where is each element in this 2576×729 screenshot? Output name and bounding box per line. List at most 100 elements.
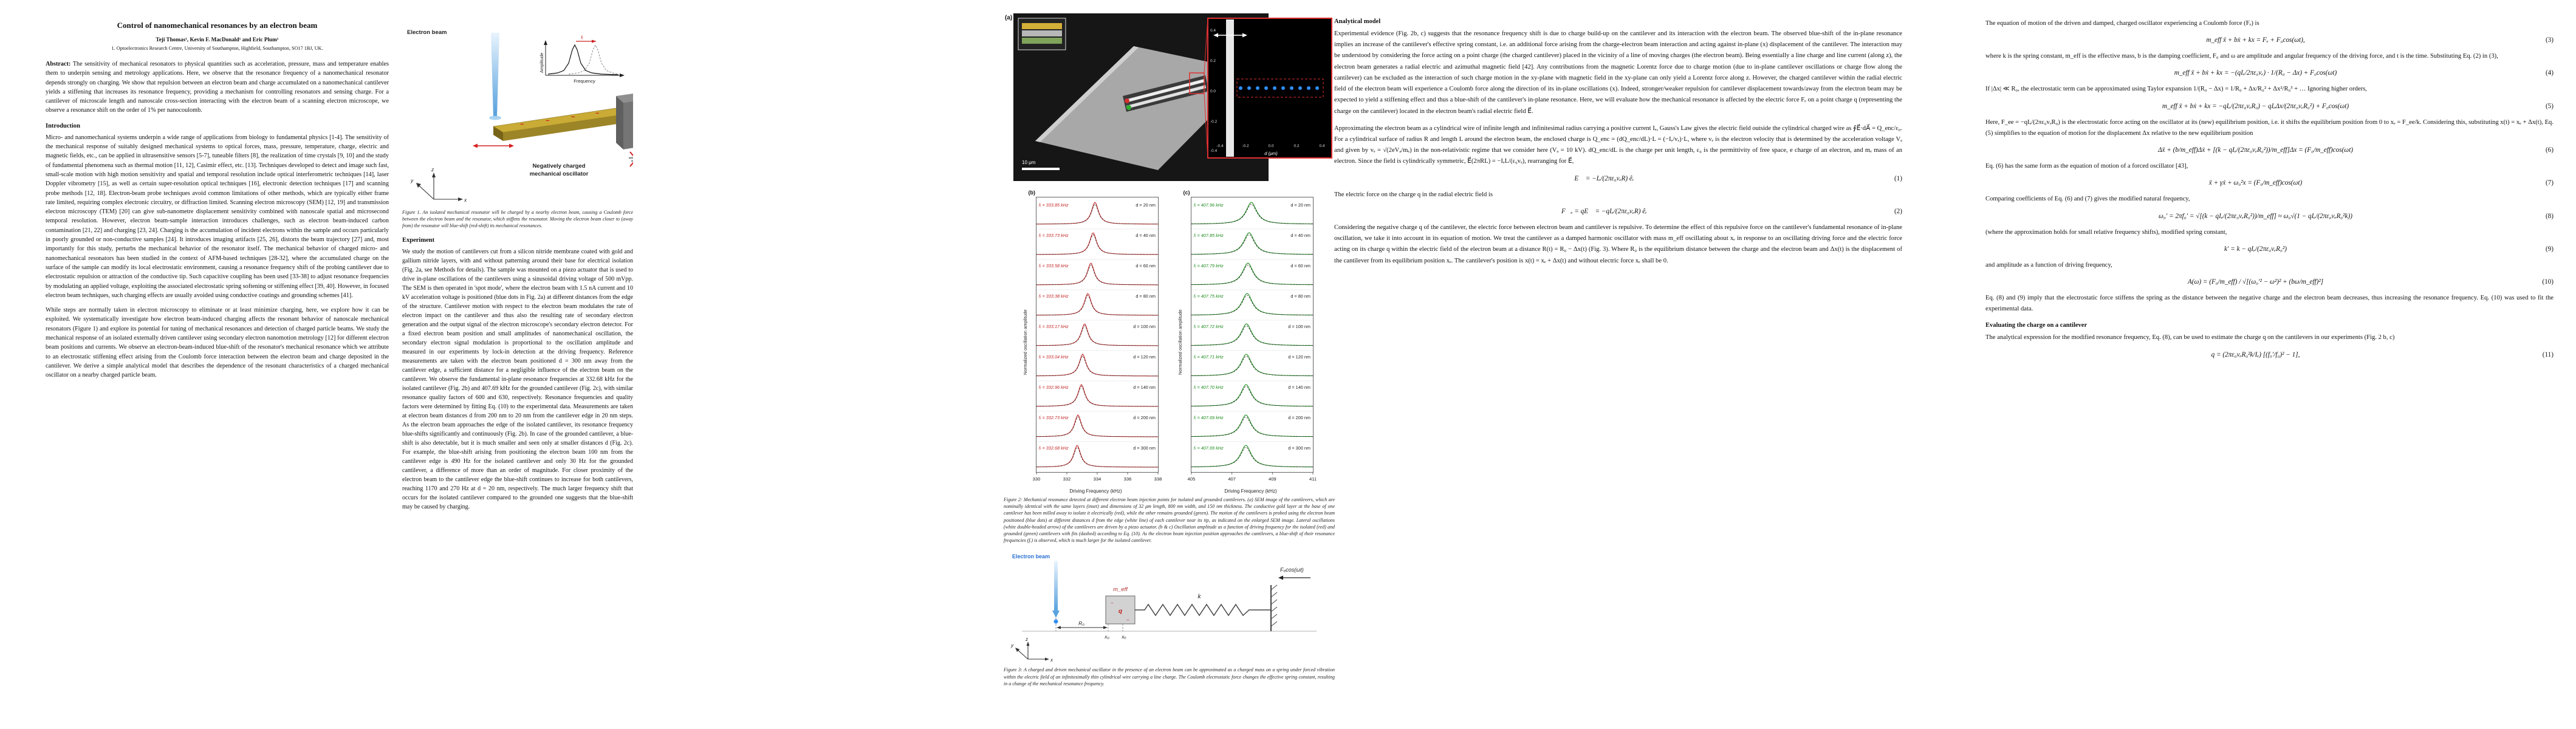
equation-11-number: (11) xyxy=(2542,351,2554,358)
equation-2: F⃗ₑ = qE⃗ = −qIₑ/(2πε₀vₑR) êᵣ (2) xyxy=(1334,208,1902,215)
negative-charges: − − − − xyxy=(520,110,599,128)
svg-text:d = 80 nm: d = 80 nm xyxy=(1290,293,1310,299)
x0-label: x₀ xyxy=(1104,634,1109,640)
equation-3: m_eff ẍ + bẋ + kx = Fₑ + F₀cos(ωt), (3) xyxy=(1985,36,2554,44)
figure1-illustration: Electron beam fᵣ Amplitude Frequency xyxy=(407,29,633,203)
svg-text:332: 332 xyxy=(1063,476,1070,482)
introduction-paragraph-1: Micro- and nanomechanical systems underp… xyxy=(46,134,389,299)
analytical-paragraph-2: Approximating the electron beam as a cyl… xyxy=(1334,125,1902,165)
panel-b: (b) Normalized oscillation amplitude fᵣ … xyxy=(1023,190,1162,494)
equation-10: A(ω) = (F₀/m_eff) / √[(ω₀′² − ω²)² + (bω… xyxy=(1985,278,2554,286)
introduction-paragraph-2: While steps are normally taken in electr… xyxy=(46,307,389,379)
svg-text:−: − xyxy=(546,117,549,125)
page-4: The equation of motion of the driven and… xyxy=(1985,18,2554,366)
svg-text:d = 120 nm: d = 120 nm xyxy=(1288,354,1310,360)
electron-beam xyxy=(491,33,499,117)
page-2: (a) 10 μm xyxy=(1004,11,1335,693)
svg-text:0.2: 0.2 xyxy=(1210,59,1216,63)
equation-1-body: E⃗ = −Iₑ/(2πε₀vₑR) êᵣ xyxy=(1574,174,1634,182)
scale-bar-label: 10 μm xyxy=(1022,160,1036,165)
svg-text:0.4: 0.4 xyxy=(1210,29,1216,33)
page1-right-column: Electron beam fᵣ Amplitude Frequency xyxy=(402,24,633,516)
svg-text:fᵣ = 407.96 kHz: fᵣ = 407.96 kHz xyxy=(1194,202,1224,208)
svg-text:d = 200 nm: d = 200 nm xyxy=(1288,415,1310,420)
figure2-panels-bc: (b) Normalized oscillation amplitude fᵣ … xyxy=(1004,190,1335,494)
minus-sign: − xyxy=(1111,600,1114,606)
resonance-curve xyxy=(547,44,619,75)
svg-text:fᵣ = 333.17 kHz: fᵣ = 333.17 kHz xyxy=(1039,324,1069,329)
oscillation-arrow-left xyxy=(473,143,478,148)
sem-zoom-inset: 0.4 0.2 0.0 -0.2 -0.4 -0.4 -0.2 0.0 0.2 … xyxy=(1207,18,1332,159)
spectra-grounded: fᵣ = 407.96 kHz d = 20 nm fᵣ = 407.85 kHz d… xyxy=(1187,197,1317,482)
page4-paragraph-10: The analytical expression for the modifi… xyxy=(1985,334,2395,341)
equation-7-body: ẍ + γẋ + ω₀²x = (F₀/m_eff)cos(ωt) xyxy=(2208,179,2303,187)
axis-x-label: x xyxy=(1050,657,1053,663)
svg-text:0.0: 0.0 xyxy=(1268,144,1273,148)
equation-8-number: (8) xyxy=(2545,212,2554,220)
spring xyxy=(1135,603,1271,617)
axis-x-label: x xyxy=(464,197,467,203)
axes-triad xyxy=(417,175,461,200)
equation-6-body: Δẍ + (b/m_eff)Δẋ + [(k − qIₑ/(2πε₀vₑR₀²)… xyxy=(2157,146,2354,154)
r0-label: R₀ xyxy=(1078,620,1084,626)
inset-y-ticks: 0.4 0.2 0.0 -0.2 -0.4 xyxy=(1210,29,1218,153)
page4-paragraph-9: Eq. (8) and (9) imply that the electrost… xyxy=(1985,294,2554,313)
svg-text:fᵣ = 333.04 kHz: fᵣ = 333.04 kHz xyxy=(1039,354,1069,360)
inset-axis-label: d (μm) xyxy=(1264,151,1278,156)
svg-text:411: 411 xyxy=(1309,476,1316,482)
page4-paragraph-3: If |Δx| ≪ R₀, the electrostatic term can… xyxy=(1985,86,2367,93)
page1-left-column: Control of nanomechanical resonances by … xyxy=(46,21,389,386)
svg-text:d = 40 nm: d = 40 nm xyxy=(1136,233,1156,238)
svg-text:d = 100 nm: d = 100 nm xyxy=(1133,324,1156,329)
page4-paragraph-8: and amplitude as a function of driving f… xyxy=(1985,261,2112,269)
svg-text:d = 20 nm: d = 20 nm xyxy=(1290,202,1310,208)
svg-text:407: 407 xyxy=(1228,476,1236,482)
page4-paragraph-7: (where the approximation holds for small… xyxy=(1985,228,2227,236)
abstract-label: Abstract: xyxy=(46,61,71,67)
panel-c-label: (c) xyxy=(1183,190,1190,196)
authors: Teji Thomas¹, Kevin F. MacDonald¹ and Er… xyxy=(156,36,279,43)
z-axis-arrow xyxy=(432,173,436,177)
svg-text:d = 200 nm: d = 200 nm xyxy=(1133,415,1156,420)
y-axis-arrow xyxy=(416,183,421,188)
xe-label: xₑ xyxy=(1121,634,1126,640)
equation-4-body: m_eff ẍ + bẋ + kx = −(qIₑ/2πε₀vₑ) · 1/(R… xyxy=(2174,69,2337,77)
spring-label: k xyxy=(1198,594,1202,600)
figure2-panel-a: (a) 10 μm xyxy=(1005,13,1332,181)
svg-text:fᵣ = 333.58 kHz: fᵣ = 333.58 kHz xyxy=(1039,263,1069,269)
svg-text:fᵣ = 407.79 kHz: fᵣ = 407.79 kHz xyxy=(1194,263,1224,269)
equation-10-body: A(ω) = (F₀/m_eff) / √[(ω₀′² − ω²)² + (bω… xyxy=(2187,278,2324,286)
svg-text:fᵣ = 332.68 kHz: fᵣ = 332.68 kHz xyxy=(1039,445,1069,451)
svg-text:d = 60 nm: d = 60 nm xyxy=(1290,263,1310,269)
svg-text:-0.2: -0.2 xyxy=(1210,120,1218,124)
svg-text:405: 405 xyxy=(1187,476,1195,482)
figure1-caption: Figure 1. An isolated mechanical resonat… xyxy=(402,210,633,229)
experiment-text: We study the motion of cantilevers cut f… xyxy=(402,248,633,510)
equation-5-body: m_eff ẍ + bẋ + kx = −qIₑ/(2πε₀vₑR₀) − qI… xyxy=(2162,102,2349,110)
equation-1: E⃗ = −Iₑ/(2πε₀vₑR) êᵣ (1) xyxy=(1334,175,1902,182)
x-axis-arrow xyxy=(1045,657,1049,661)
svg-text:d = 300 nm: d = 300 nm xyxy=(1288,445,1310,451)
cantilever-edge-stripe xyxy=(1226,19,1234,157)
svg-text:-0.2: -0.2 xyxy=(1242,144,1249,148)
electron-beam xyxy=(1054,561,1058,611)
inset-x-ticks: -0.4 -0.2 0.0 0.2 0.4 xyxy=(1216,144,1324,148)
equation-5: m_eff ẍ + bẋ + kx = −qIₑ/(2πε₀vₑR₀) − qI… xyxy=(1985,103,2554,110)
introduction-heading: Introduction xyxy=(46,122,80,129)
abstract: Abstract: The sensitivity of mechanical … xyxy=(46,60,389,115)
svg-text:fᵣ = 332.96 kHz: fᵣ = 332.96 kHz xyxy=(1039,385,1069,390)
amplitude-axis-label: Amplitude xyxy=(539,53,544,73)
shifted-resonance-curve xyxy=(568,44,619,75)
equation-11-body: q = (2πε₀vₑR₀²k/Iₑ) [(f₀′/f₀)² − 1], xyxy=(2211,351,2300,358)
equation-8-body: ω₀′ = 2πf₀′ = √[(k − qIₑ/(2πε₀vₑR₀²))/m_… xyxy=(2159,212,2352,220)
svg-text:fᵣ = 407.69 kHz: fᵣ = 407.69 kHz xyxy=(1194,445,1224,451)
svg-text:330: 330 xyxy=(1032,476,1040,482)
svg-text:fᵣ = 333.73 kHz: fᵣ = 333.73 kHz xyxy=(1039,233,1069,238)
experiment-heading: Experiment xyxy=(402,236,435,244)
electron-beam-label: Electron beam xyxy=(1012,553,1050,560)
svg-text:fᵣ = 332.73 kHz: fᵣ = 332.73 kHz xyxy=(1039,415,1069,420)
svg-text:338: 338 xyxy=(1154,476,1161,482)
page4-paragraph-5: Eq. (6) has the same form as the equatio… xyxy=(1985,163,2188,170)
scale-bar xyxy=(1022,168,1060,170)
equation-6-number: (6) xyxy=(2545,146,2554,154)
